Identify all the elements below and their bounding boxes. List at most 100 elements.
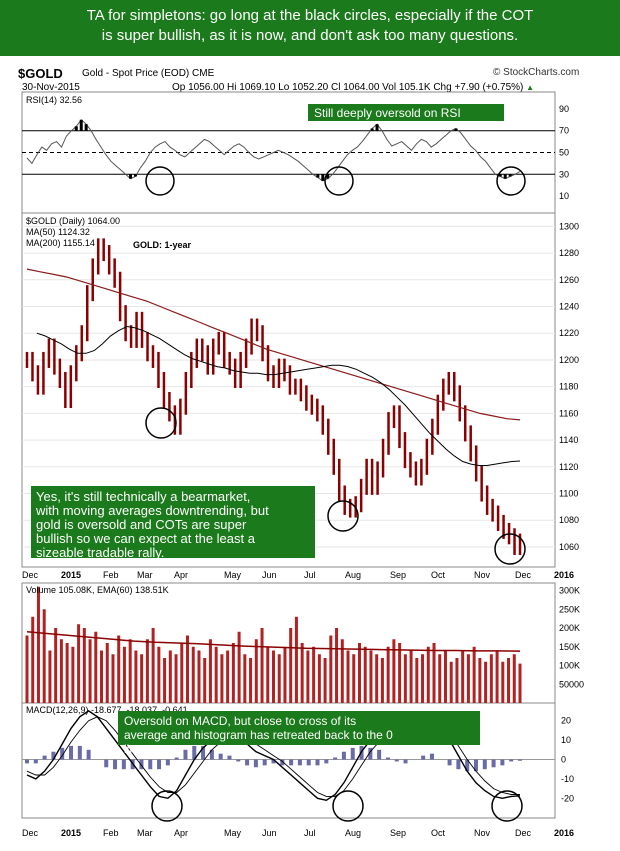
volume-bar (77, 624, 81, 703)
price-annotation-line: bullish so we can expect at the least a (36, 531, 256, 546)
volume-bar (243, 654, 247, 703)
rsi-signal-circle (145, 166, 175, 196)
macd-x-label: Dec (22, 828, 39, 838)
vol-tick-label: 300K (559, 586, 580, 596)
volume-bar (352, 654, 356, 703)
volume-bar (54, 628, 58, 703)
rsi-signal-circle (324, 166, 354, 196)
volume-bar (145, 639, 149, 703)
macd-histogram-bar (113, 759, 118, 770)
volume-bar (272, 650, 275, 703)
macd-annotation: Oversold on MACD, but close to cross of … (124, 714, 393, 756)
rsi-tick-label: 70 (559, 126, 569, 136)
volume-bar (449, 661, 453, 703)
macd-histogram-bar (42, 755, 47, 760)
price-tick-label: 1280 (559, 248, 579, 258)
macd-histogram-bar (77, 745, 82, 760)
price-annotation-line: sizeable tradable rally. (36, 545, 164, 560)
price-signal-circle (494, 533, 526, 565)
volume-bar (231, 643, 235, 703)
macd-histogram-bar (350, 747, 355, 760)
volume-bar (512, 654, 516, 703)
volume-bar (312, 646, 316, 703)
price-tick-label: 1100 (559, 489, 578, 499)
ma200-line (26, 268, 521, 421)
volume-bar (249, 658, 253, 703)
price-legend-1: MA(50) 1124.32 (26, 227, 90, 237)
volume-bar (403, 654, 407, 703)
volume-bar (260, 628, 264, 703)
ohlc-readout: Op 1056.00 Hi 1069.10 Lo 1052.20 Cl 1064… (172, 82, 534, 93)
price-tick-label: 1180 (559, 382, 578, 392)
macd-tick-label: 20 (561, 716, 571, 726)
volume-bar (151, 628, 155, 703)
volume-bar (82, 628, 86, 703)
volume-bar (208, 639, 212, 703)
macd-histogram-bar (333, 757, 338, 760)
price-x-label: Nov (474, 570, 491, 580)
volume-bar (340, 639, 344, 703)
volume-bar (191, 646, 195, 703)
macd-signal-circle (332, 790, 364, 822)
price-tick-label: 1220 (559, 328, 579, 338)
macd-histogram-bar (174, 757, 179, 760)
macd-tick-label: 0 (561, 755, 566, 765)
price-signal-circle (145, 407, 177, 439)
price-legend-0: $GOLD (Daily) 1064.00 (26, 216, 120, 226)
macd-histogram-bar (421, 755, 426, 760)
volume-bar (25, 635, 29, 703)
price-tick-label: 1240 (559, 302, 579, 312)
macd-histogram-bar (218, 753, 223, 760)
macd-x-label: 2015 (61, 828, 81, 838)
macd-histogram-bar (209, 749, 214, 760)
price-annotation-line: Yes, it's still technically a bearmarket… (36, 489, 250, 504)
volume-bar (466, 654, 470, 703)
volume-bar (421, 654, 425, 703)
price-annotation-line: gold is oversold and COTs are super (36, 517, 247, 532)
macd-histogram-bar (165, 759, 170, 766)
macd-histogram-bar (245, 759, 250, 766)
macd-histogram-bar (121, 759, 126, 770)
macd-histogram-bar (394, 759, 399, 762)
vol-tick-label: 50000 (559, 679, 584, 689)
volume-bar (507, 658, 511, 703)
volume-bar (357, 643, 361, 703)
rsi-annotation-box (308, 104, 504, 121)
volume-bar (226, 650, 230, 703)
volume-bar (128, 639, 132, 703)
macd-x-label: Aug (345, 828, 361, 838)
macd-x-label: Dec (515, 828, 532, 838)
price-legend-2: MA(200) 1155.14 (26, 238, 95, 248)
macd-x-label: Mar (137, 828, 153, 838)
rsi-annotation: Still deeply oversold on RSI (314, 106, 461, 120)
ohlc-values: Op 1056.00 Hi 1069.10 Lo 1052.20 Cl 1064… (172, 82, 524, 93)
macd-x-label: May (224, 828, 242, 838)
volume-bar (289, 628, 293, 703)
macd-histogram-bar (491, 759, 496, 768)
volume-bar (392, 639, 396, 703)
volume-bar (220, 654, 224, 703)
volume-bar (386, 646, 390, 703)
rsi-signal-circle (496, 166, 526, 196)
volume-bar (294, 616, 298, 703)
price-x-label: Oct (431, 570, 446, 580)
macd-annotation-line: average and histogram has retreated back… (124, 728, 393, 742)
volume-bar (36, 586, 40, 703)
price-x-label: Dec (515, 570, 532, 580)
macd-histogram-bar (271, 759, 276, 764)
macd-legend: MACD(12,26,9) -18.677, -18.037, -0.641 (26, 705, 188, 715)
banner: TA for simpletons: go long at the black … (0, 0, 620, 56)
macd-histogram-bar (25, 759, 29, 764)
price-x-label: Apr (174, 570, 188, 580)
price-x-label: May (224, 570, 242, 580)
volume-bar (478, 658, 482, 703)
macd-histogram-bar (465, 759, 470, 772)
macd-tick-label: 10 (561, 735, 571, 745)
macd-histogram-bar (139, 759, 144, 770)
volume-bar (323, 658, 327, 703)
macd-histogram-bar (51, 751, 56, 760)
volume-bar (346, 650, 350, 703)
volume-bar (415, 658, 419, 703)
vol-tick-label: 150K (559, 642, 580, 652)
